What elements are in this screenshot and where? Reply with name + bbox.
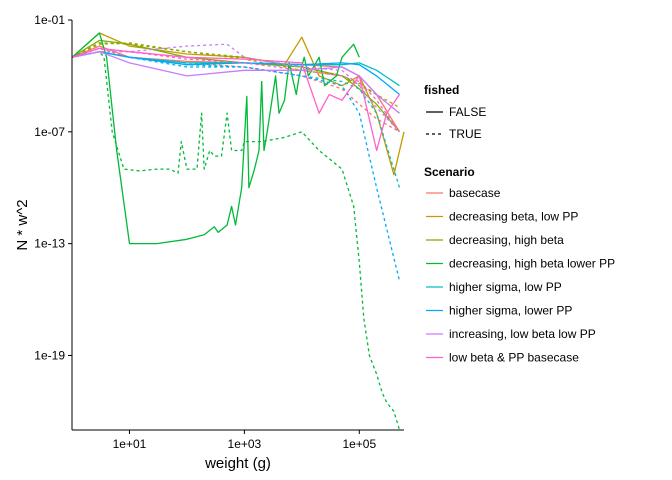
legend-label-higher-sigma-lower-pp: higher sigma, lower PP	[449, 304, 572, 318]
y-tick-label: 1e-19	[34, 348, 65, 362]
legend-label-basecase: basecase	[449, 186, 501, 200]
legend-label-true: TRUE	[449, 127, 482, 141]
legend-label-false: FALSE	[449, 105, 486, 119]
series-layer	[71, 32, 405, 431]
series-line-increasing-low-beta-low-pp-unfished	[71, 51, 400, 114]
series-line-increasing-low-beta-low-pp-fished	[71, 43, 400, 133]
y-axis-title: N * w^2	[14, 199, 31, 250]
y-tick-label: 1e-07	[34, 125, 65, 139]
y-ticks: 1e-01 1e-07 1e-13 1e-19	[34, 13, 72, 362]
series-line-decreasing-high-beta-lower-pp-fished	[71, 51, 401, 431]
series-line-basecase-fished	[71, 47, 400, 133]
series-line-low-beta-pp-basecase-fished	[71, 47, 401, 133]
series-line-higher-sigma-lower-pp-fished	[71, 51, 401, 282]
legend-label-higher-sigma-low-pp: higher sigma, low PP	[449, 280, 562, 294]
legend-fished: fished FALSE TRUE	[424, 83, 486, 141]
legend-label-decreasing-beta-low-pp: decreasing beta, low PP	[449, 210, 578, 224]
series-line-decreasing-beta-low-pp-unfished	[71, 32, 405, 176]
y-tick-label: 1e-13	[34, 237, 65, 251]
x-ticks: 1e+01 1e+03 1e+05	[113, 430, 376, 451]
legend-label-increasing-low-beta-low-pp: increasing, low beta low PP	[449, 327, 596, 341]
legend-label-decreasing-high-beta: decreasing, high beta	[449, 233, 564, 247]
x-tick-label: 1e+01	[113, 437, 147, 451]
legend-fished-title: fished	[424, 83, 459, 97]
legend-scenario-title: Scenario	[424, 165, 475, 179]
x-tick-label: 1e+03	[228, 437, 262, 451]
legend-label-low-beta-pp-basecase: low beta & PP basecase	[449, 351, 579, 365]
legend-label-decreasing-high-beta-lower-pp: decreasing, high beta lower PP	[449, 257, 615, 271]
x-tick-label: 1e+05	[342, 437, 376, 451]
x-axis-title: weight (g)	[204, 455, 271, 472]
y-tick-label: 1e-01	[34, 13, 65, 27]
legend-scenario: Scenario basecase decreasing beta, low PP…	[424, 165, 615, 365]
series-line-low-beta-pp-basecase-unfished	[71, 47, 401, 152]
